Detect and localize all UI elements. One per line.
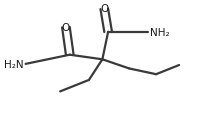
Text: O: O (100, 4, 108, 14)
Text: NH₂: NH₂ (150, 28, 170, 37)
Text: H₂N: H₂N (4, 59, 24, 69)
Text: O: O (62, 23, 70, 33)
